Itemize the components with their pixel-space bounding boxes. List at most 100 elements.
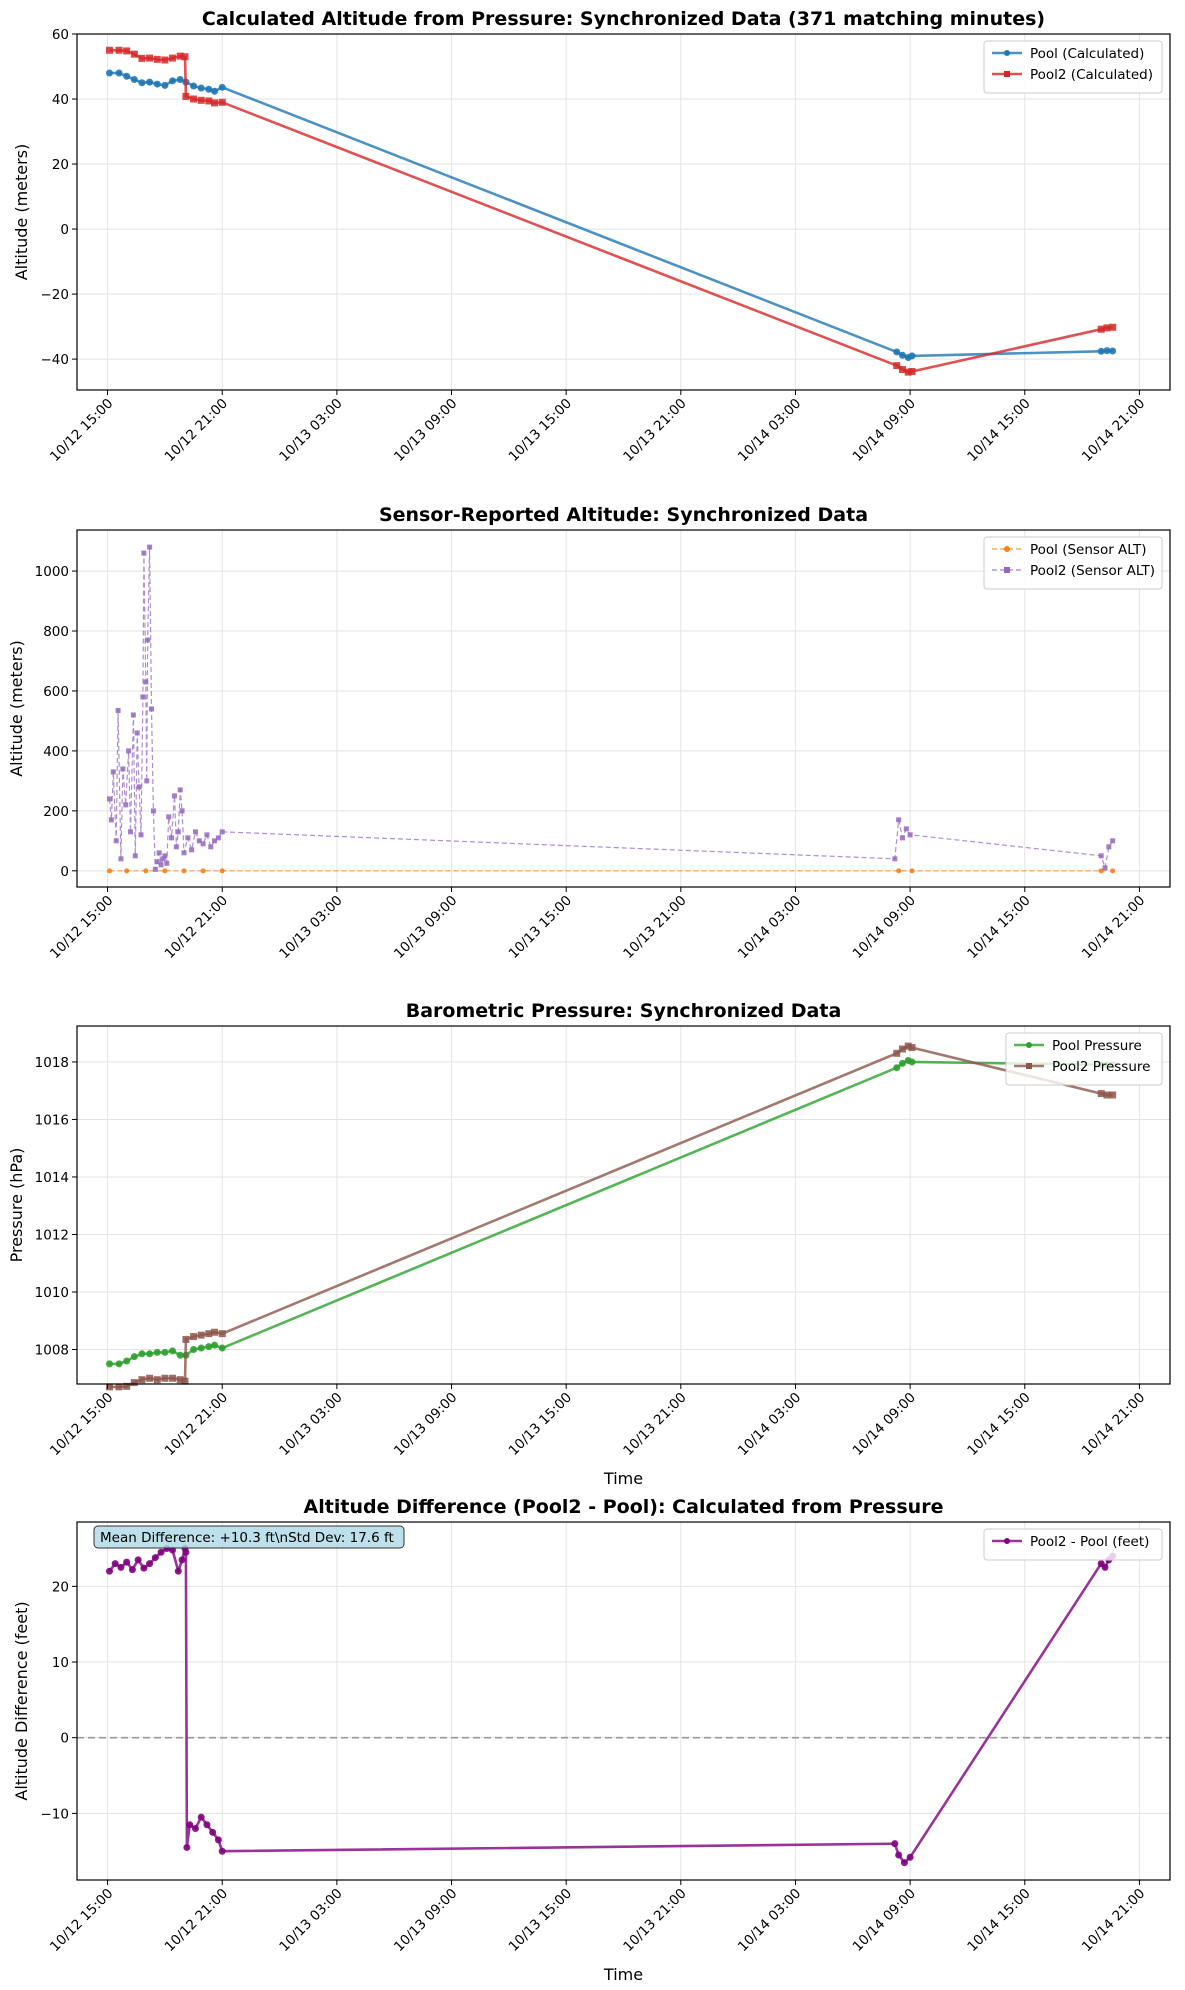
data-point bbox=[130, 1379, 138, 1387]
data-point bbox=[200, 841, 206, 847]
data-point bbox=[211, 99, 219, 107]
data-point bbox=[123, 1357, 131, 1365]
data-point bbox=[211, 1341, 219, 1349]
annotation-box bbox=[93, 1525, 405, 1549]
data-point bbox=[117, 1563, 125, 1571]
legend-item[interactable]: Pool (Calculated) bbox=[992, 46, 1144, 62]
data-point bbox=[191, 1825, 199, 1833]
legend-label: Pool2 (Sensor ALT) bbox=[1030, 563, 1155, 579]
data-point bbox=[219, 829, 225, 835]
data-point bbox=[140, 694, 146, 700]
x-tick-label: 10/12 21:00 bbox=[162, 893, 231, 962]
data-point bbox=[212, 838, 218, 844]
data-point bbox=[146, 1560, 154, 1568]
data-point bbox=[134, 730, 140, 736]
legend-item[interactable]: Pool2 (Calculated) bbox=[992, 67, 1153, 83]
x-tick-label: 10/13 09:00 bbox=[391, 1886, 460, 1955]
data-point bbox=[214, 1836, 222, 1844]
data-point bbox=[144, 778, 150, 784]
data-point bbox=[895, 1851, 903, 1859]
data-point bbox=[908, 1044, 916, 1052]
x-tick-label: 10/14 09:00 bbox=[850, 396, 919, 465]
legend-frame bbox=[983, 40, 1163, 94]
data-point bbox=[156, 850, 162, 856]
y-axis-label: Altitude (meters) bbox=[12, 144, 31, 281]
chart-title: Altitude Difference (Pool2 - Pool): Calc… bbox=[304, 1496, 944, 1518]
x-tick-label: 10/14 03:00 bbox=[735, 1390, 804, 1459]
data-point bbox=[211, 1328, 219, 1336]
data-point bbox=[154, 859, 160, 865]
data-point bbox=[205, 85, 213, 93]
data-point bbox=[891, 1840, 899, 1848]
data-point bbox=[197, 1344, 205, 1352]
data-point bbox=[176, 1376, 184, 1384]
data-point bbox=[143, 679, 149, 685]
data-point bbox=[173, 844, 179, 850]
legend-item[interactable]: Pool2 Pressure bbox=[1014, 1059, 1150, 1075]
y-tick-label: 1018 bbox=[35, 1055, 69, 1071]
data-point bbox=[110, 769, 116, 775]
data-point bbox=[892, 856, 898, 862]
legend-marker-circle-icon bbox=[1004, 546, 1010, 552]
legend-item[interactable]: Pool2 (Sensor ALT) bbox=[992, 563, 1155, 579]
legend-item[interactable]: Pool2 - Pool (feet) bbox=[992, 1534, 1149, 1550]
data-point bbox=[130, 50, 138, 58]
x-tick-label: 10/13 21:00 bbox=[620, 1390, 689, 1459]
data-point bbox=[106, 868, 112, 874]
data-point bbox=[171, 793, 177, 799]
data-point bbox=[115, 46, 123, 54]
y-axis-label: Altitude (meters) bbox=[7, 640, 26, 777]
series-pool-calculated- bbox=[105, 69, 1117, 361]
legend-marker-circle-icon bbox=[1026, 1042, 1032, 1048]
data-point bbox=[123, 802, 129, 808]
data-point bbox=[1110, 838, 1116, 844]
legend-item[interactable]: Pool (Sensor ALT) bbox=[992, 542, 1146, 558]
data-point bbox=[169, 835, 175, 841]
legend-item[interactable]: Pool Pressure bbox=[1014, 1038, 1142, 1054]
series-pool2-pool-feet- bbox=[105, 1544, 1117, 1867]
data-point bbox=[1102, 865, 1108, 871]
data-point bbox=[153, 1376, 161, 1384]
x-tick-label: 10/13 21:00 bbox=[620, 1886, 689, 1955]
data-point bbox=[158, 862, 164, 868]
data-point bbox=[161, 56, 169, 64]
data-point bbox=[898, 1045, 906, 1053]
data-point bbox=[1109, 1091, 1117, 1099]
y-tick-label: −40 bbox=[41, 352, 70, 368]
data-point bbox=[130, 712, 136, 718]
legend-marker-square-icon bbox=[1026, 1063, 1032, 1069]
chart-panel-2: 10/12 15:00 10/12 21:00 10/13 03:00 10/13 0… bbox=[7, 504, 1171, 962]
data-point bbox=[138, 1376, 146, 1384]
x-tick-label: 10/14 21:00 bbox=[1079, 396, 1148, 465]
y-tick-label: 1000 bbox=[35, 564, 69, 580]
data-point bbox=[151, 1554, 159, 1562]
data-point bbox=[197, 96, 205, 104]
data-point bbox=[183, 1843, 191, 1851]
y-axis-label: Altitude Difference (feet) bbox=[12, 1601, 31, 1800]
legend: Pool Pressure Pool2 Pressure bbox=[1005, 1032, 1163, 1086]
data-point bbox=[906, 1853, 914, 1861]
chart-title: Sensor-Reported Altitude: Synchronized D… bbox=[379, 504, 868, 526]
x-tick-label: 10/14 03:00 bbox=[735, 893, 804, 962]
plot-area bbox=[77, 1026, 1170, 1384]
data-point bbox=[126, 748, 132, 754]
data-point bbox=[106, 796, 112, 802]
x-tick-label: 10/14 15:00 bbox=[964, 396, 1033, 465]
data-point bbox=[200, 868, 206, 874]
legend: Pool (Calculated) Pool2 (Calculated) bbox=[983, 40, 1163, 94]
data-point bbox=[904, 368, 912, 376]
data-point bbox=[138, 54, 146, 62]
data-point bbox=[113, 838, 119, 844]
data-point bbox=[169, 54, 177, 62]
data-point bbox=[162, 853, 168, 859]
data-point bbox=[169, 1347, 177, 1355]
data-point bbox=[140, 1564, 148, 1572]
y-tick-label: 10 bbox=[52, 1655, 69, 1671]
data-point bbox=[115, 707, 121, 713]
data-point bbox=[182, 1548, 190, 1556]
x-tick-label: 10/14 15:00 bbox=[964, 1886, 1033, 1955]
data-point bbox=[161, 81, 169, 89]
x-tick-label: 10/13 03:00 bbox=[276, 396, 345, 465]
data-point bbox=[123, 47, 131, 55]
data-point bbox=[169, 77, 177, 85]
